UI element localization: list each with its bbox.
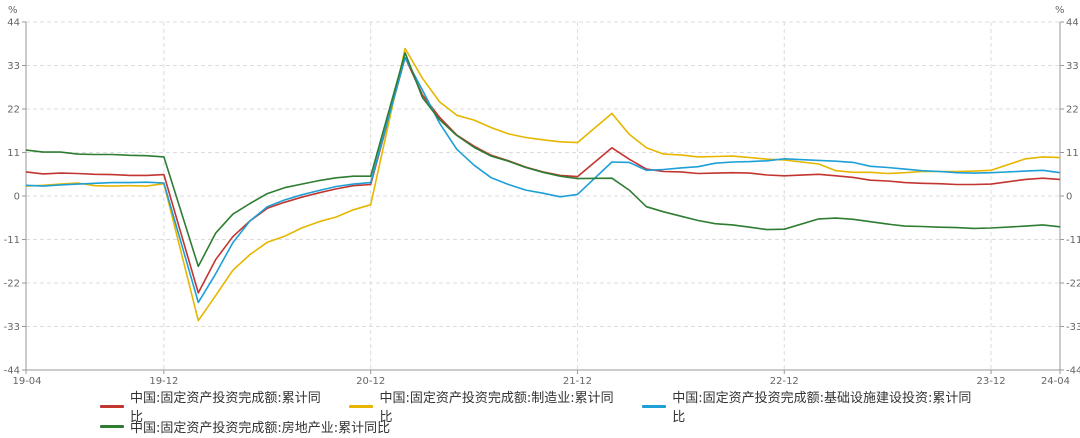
x-ticks: 19-04 19-12 20-12 21-12 22-12 23-12 24-04 — [12, 370, 1070, 387]
y-tick-label-right: -11 — [1066, 235, 1080, 246]
series-line-2 — [25, 56, 1061, 304]
y-ticks-right: 44 33 22 11 0 -11 -22 -33 -44 — [1060, 18, 1080, 377]
y-tick-label-left: 11 — [7, 148, 20, 159]
y-tick-label-right: 44 — [1066, 18, 1079, 29]
y-tick-label-left: -11 — [4, 235, 20, 246]
y-tick-label-right: -44 — [1066, 366, 1080, 377]
grid — [25, 21, 1061, 371]
y-ticks-left: 44 33 22 11 0 -11 -22 -33 -44 — [4, 18, 26, 377]
y-tick-label-right: 0 — [1066, 192, 1072, 203]
y-tick-label-left: 44 — [7, 18, 20, 29]
legend-item-fai-total[interactable]: 中国:固定资产投资完成额:累计同比 — [100, 387, 333, 425]
y-tick-label-left: -22 — [4, 279, 20, 290]
x-tick-label: 23-12 — [977, 376, 1006, 387]
x-tick-label: 21-12 — [563, 376, 592, 387]
y-tick-label-right: -22 — [1066, 279, 1080, 290]
legend-item-manufacturing[interactable]: 中国:固定资产投资完成额:制造业:累计同比 — [349, 387, 626, 425]
y-tick-label-left: -33 — [4, 322, 20, 333]
legend-swatch-real-estate — [100, 424, 124, 428]
legend-row-2: 中国:固定资产投资完成额:房地产业:累计同比 — [100, 416, 1000, 436]
y-tick-label-left: -44 — [4, 366, 20, 377]
y-tick-label-right: 11 — [1066, 148, 1079, 159]
legend-swatch-fai-total — [100, 404, 124, 408]
legend: 中国:固定资产投资完成额:累计同比 中国:固定资产投资完成额:制造业:累计同比 … — [100, 391, 1000, 436]
series-line-0 — [25, 56, 1061, 294]
x-tick-label: 24-04 — [1041, 376, 1070, 387]
series-lines — [25, 47, 1061, 322]
y-tick-label-right: 33 — [1066, 61, 1079, 72]
legend-item-infrastructure[interactable]: 中国:固定资产投资完成额:基础设施建设投资:累计同比 — [642, 387, 984, 425]
left-unit-label: % — [8, 5, 18, 16]
y-tick-label-left: 0 — [14, 192, 20, 203]
x-tick-label: 22-12 — [770, 376, 799, 387]
x-tick-label: 20-12 — [356, 376, 385, 387]
right-unit-label: % — [1055, 5, 1065, 16]
legend-label-manufacturing: 中国:固定资产投资完成额:制造业:累计同比 — [379, 391, 614, 425]
x-tick-label: 19-04 — [12, 376, 41, 387]
y-tick-label-right: -33 — [1066, 322, 1080, 333]
series-line-1 — [25, 47, 1061, 322]
legend-item-real-estate[interactable]: 中国:固定资产投资完成额:房地产业:累计同比 — [100, 417, 390, 436]
legend-row-1: 中国:固定资产投资完成额:累计同比 中国:固定资产投资完成额:制造业:累计同比 … — [100, 391, 1000, 425]
legend-swatch-infrastructure — [642, 404, 667, 408]
y-tick-label-right: 22 — [1066, 105, 1079, 116]
legend-label-fai-total: 中国:固定资产投资完成额:累计同比 — [129, 391, 321, 425]
y-tick-label-left: 22 — [7, 105, 20, 116]
series-line-3 — [25, 51, 1061, 268]
legend-swatch-manufacturing — [349, 404, 374, 408]
y-tick-label-left: 33 — [7, 61, 20, 72]
legend-label-real-estate: 中国:固定资产投资完成额:房地产业:累计同比 — [130, 420, 391, 436]
legend-label-infrastructure: 中国:固定资产投资完成额:基础设施建设投资:累计同比 — [672, 391, 972, 425]
x-tick-label: 19-12 — [149, 376, 178, 387]
